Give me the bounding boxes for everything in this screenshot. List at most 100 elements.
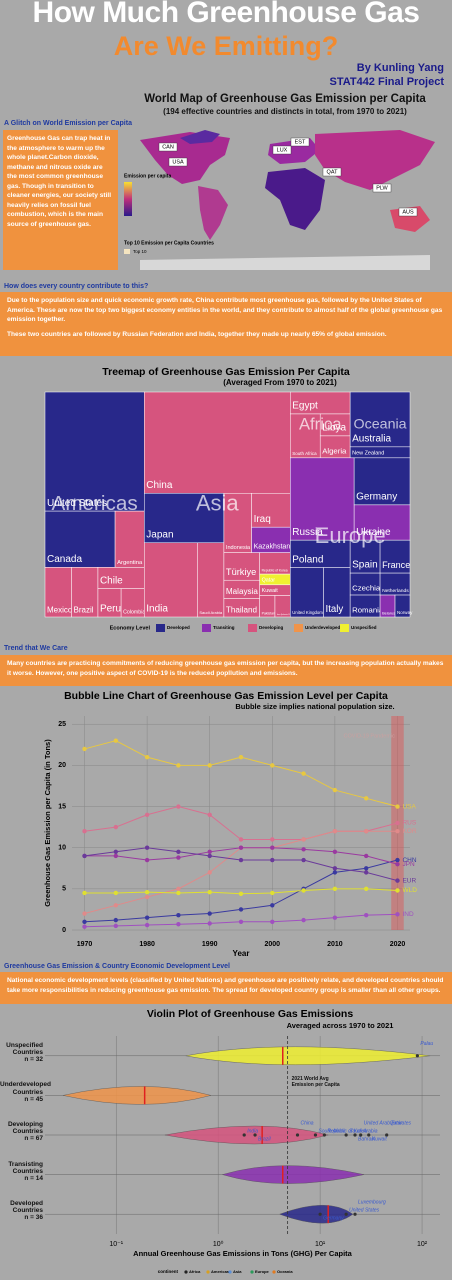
series-label: WLD — [402, 887, 417, 894]
x-tick-label: 10⁰ — [213, 1240, 224, 1248]
point — [144, 857, 150, 863]
point — [176, 804, 181, 809]
legend-swatch — [272, 1270, 276, 1274]
label-box — [168, 157, 188, 167]
treemap-cell — [44, 391, 145, 512]
cell-label: Egypt — [292, 401, 318, 412]
point — [82, 919, 87, 924]
point — [238, 857, 244, 863]
country-label: AUS — [402, 209, 414, 215]
cell-label: Norway — [397, 610, 413, 615]
group-label: Americas — [52, 492, 138, 515]
point — [301, 847, 306, 852]
annotation: Saudi Arabia — [349, 1128, 378, 1134]
annotation-point — [313, 1133, 318, 1137]
series-label: RUS — [402, 820, 416, 827]
point — [332, 829, 338, 834]
treemap-cell — [290, 457, 355, 541]
point — [207, 911, 212, 916]
cell-label: Argentina — [117, 560, 143, 566]
paragraph: Many countries are practicing commitment… — [7, 660, 444, 677]
chart-subtitle: Averaged across 1970 to 2021 — [287, 1021, 394, 1030]
cell-label: France — [382, 560, 410, 570]
point — [144, 922, 150, 928]
point — [207, 849, 212, 855]
point — [82, 890, 87, 896]
x-tick-label: 10² — [417, 1241, 428, 1248]
point — [270, 857, 275, 863]
series-line — [84, 830, 398, 915]
cell-label: Türkiye — [226, 567, 256, 577]
point — [207, 870, 212, 875]
point — [176, 886, 181, 892]
series-label: JPN — [402, 861, 415, 868]
legend-label: Africa — [189, 1269, 201, 1274]
text-box: National economic development levels (cl… — [0, 972, 452, 1004]
point — [144, 845, 150, 850]
point — [144, 889, 150, 895]
cell-label: Japan — [146, 529, 173, 540]
text-box: Many countries are practicing commitment… — [0, 655, 452, 686]
y-tick-label: 10 — [58, 845, 66, 852]
land — [198, 186, 228, 240]
category-label: Developing Countries n = 67 — [0, 1121, 43, 1142]
annotation-point — [318, 1212, 322, 1216]
point — [207, 921, 212, 926]
point — [113, 917, 119, 923]
series-line — [84, 859, 398, 923]
point — [301, 857, 306, 863]
cell-label: Mexico — [47, 606, 73, 615]
section-heading: How does every country contribute to thi… — [4, 283, 149, 290]
title: Are We Emitting? — [113, 31, 339, 61]
cell-label: Belarus — [382, 610, 395, 615]
point — [363, 866, 369, 871]
point — [363, 886, 369, 892]
legend-label: Americas — [211, 1269, 230, 1274]
point — [207, 763, 212, 768]
point — [113, 890, 119, 896]
point — [144, 915, 150, 920]
legend-swatch — [340, 624, 349, 632]
point — [270, 919, 275, 924]
label-box — [372, 183, 392, 193]
y-tick-label: 15 — [58, 803, 66, 810]
annotation-point — [367, 1133, 371, 1137]
violin — [278, 1205, 354, 1224]
legend-label: Transiting — [213, 625, 235, 630]
legend-swatch — [184, 1270, 188, 1274]
point — [395, 888, 400, 893]
cell-label: Brazil — [73, 606, 93, 615]
legend-title: Emission per capita — [124, 173, 171, 179]
line-chart: Bubble Line Chart of Greenhouse Gas Emis… — [43, 690, 417, 958]
annotation: Palau — [420, 1041, 433, 1047]
treemap-cell — [144, 391, 291, 494]
legend-swatch — [156, 624, 165, 632]
cell-label: India — [146, 604, 168, 615]
x-tick-label: 2000 — [265, 941, 281, 948]
annotation-point — [344, 1212, 348, 1216]
country-label: CAN — [162, 144, 174, 150]
legend-swatch — [250, 1270, 254, 1274]
annotation: South Africa — [318, 1128, 345, 1134]
x-tick-label: 10¹ — [315, 1241, 326, 1248]
point — [238, 907, 244, 912]
cell-label: Germany — [356, 492, 397, 503]
cell-label: Iraq — [254, 514, 271, 525]
paragraph: These two countries are followed by Russ… — [7, 330, 387, 338]
text-box: Greenhouse Gas can trap heat in the atmo… — [3, 130, 118, 270]
legend-label: Unspecified — [351, 625, 377, 630]
treemap-cell — [71, 567, 99, 618]
legend-title: continent — [158, 1269, 179, 1274]
cell-label: Kuwait — [262, 588, 279, 594]
cell-label: Libya — [322, 423, 346, 434]
cell-label: Spain — [352, 560, 378, 571]
point — [395, 912, 400, 917]
annotation: Republic of Korea — [327, 1128, 367, 1134]
color-scale — [124, 182, 132, 216]
legend-title: Top 10 Emission per Capita Countries — [124, 240, 214, 246]
category-name: Developing Countries — [7, 1121, 43, 1136]
map-subtitle: (194 effective countries and distincts i… — [163, 107, 407, 116]
treemap-cell — [223, 552, 260, 581]
paragraph: Due to the population size and quick eco… — [7, 297, 443, 324]
